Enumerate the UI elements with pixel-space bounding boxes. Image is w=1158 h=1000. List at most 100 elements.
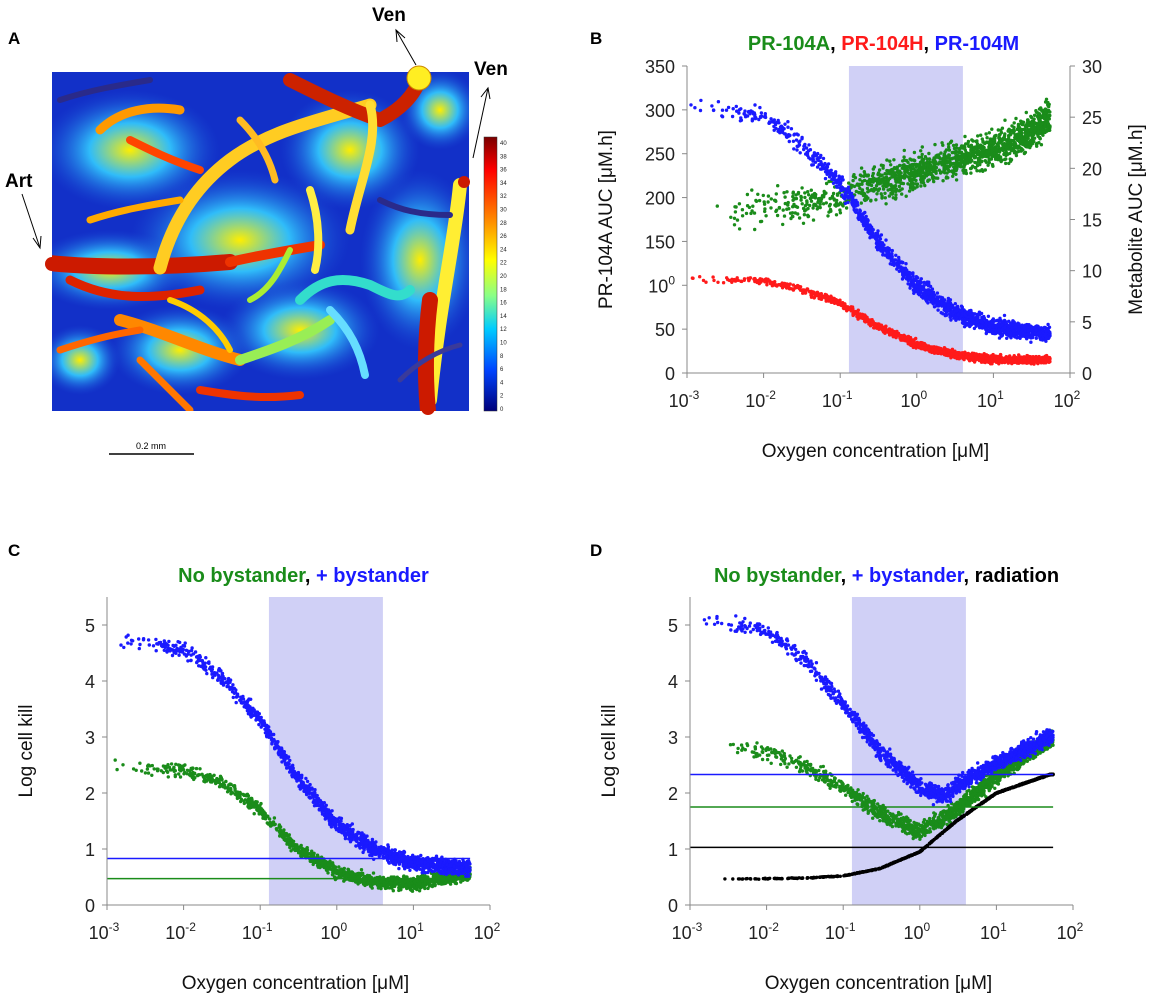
- data-point: [908, 286, 912, 290]
- data-point: [846, 185, 851, 189]
- data-point: [1044, 329, 1048, 333]
- data-point: [974, 139, 978, 144]
- data-point: [802, 147, 806, 152]
- data-point: [869, 198, 873, 202]
- data-point: [739, 116, 743, 120]
- data-point: [831, 172, 835, 176]
- data-point: [857, 183, 861, 188]
- data-point: [724, 108, 729, 112]
- data-point: [1044, 97, 1049, 102]
- data-point: [949, 318, 953, 322]
- annotation-ven-right: Ven: [474, 59, 508, 80]
- data-point: [886, 246, 890, 250]
- data-point: [1043, 107, 1048, 111]
- data-point: [1013, 335, 1017, 339]
- data-point: [954, 172, 958, 176]
- data-point: [803, 195, 807, 200]
- data-point: [936, 308, 940, 312]
- data-point: [910, 186, 915, 190]
- data-point: [946, 348, 950, 352]
- data-point: [859, 191, 864, 196]
- data-point: [860, 214, 864, 218]
- data-point: [1013, 325, 1017, 329]
- data-point: [866, 218, 870, 223]
- data-point: [963, 155, 967, 160]
- data-point: [894, 253, 898, 257]
- data-point: [987, 160, 991, 165]
- data-point: [862, 170, 866, 174]
- data-point: [978, 162, 982, 167]
- data-point: [739, 107, 743, 111]
- data-point: [992, 146, 996, 150]
- data-point: [881, 187, 886, 191]
- data-point: [1035, 123, 1039, 127]
- data-point: [1017, 327, 1021, 331]
- data-point: [922, 284, 926, 288]
- data-point: [914, 178, 918, 183]
- data-point: [720, 115, 725, 119]
- data-point: [973, 316, 978, 320]
- data-point: [1007, 136, 1011, 140]
- data-point: [971, 152, 976, 156]
- data-point: [922, 165, 927, 169]
- data-point: [777, 206, 782, 210]
- data-point: [735, 218, 740, 222]
- data-point: [778, 283, 782, 287]
- data-point: [975, 169, 979, 173]
- data-point: [1007, 161, 1011, 166]
- data-point: [883, 180, 887, 184]
- data-point: [977, 145, 982, 150]
- data-point: [704, 280, 708, 284]
- data-point: [766, 194, 771, 198]
- data-point: [964, 142, 968, 146]
- data-point: [889, 163, 893, 167]
- data-point: [932, 160, 937, 164]
- data-point: [711, 275, 715, 279]
- data-point: [939, 151, 943, 155]
- data-point: [897, 264, 901, 269]
- data-point: [783, 201, 787, 206]
- data-point: [951, 143, 956, 148]
- data-point: [815, 293, 819, 298]
- data-point: [726, 277, 730, 282]
- data-point: [972, 326, 977, 331]
- data-point: [920, 287, 925, 292]
- data-point: [751, 112, 756, 116]
- data-point: [1024, 110, 1029, 115]
- data-point: [1018, 135, 1023, 139]
- data-point: [929, 171, 933, 176]
- artery-inlet-node: [45, 257, 59, 271]
- data-point: [999, 159, 1003, 164]
- data-point: [843, 201, 848, 206]
- data-point: [841, 306, 846, 310]
- data-point: [906, 335, 911, 339]
- data-point: [803, 191, 807, 195]
- data-point: [767, 120, 772, 124]
- data-point: [909, 170, 914, 174]
- data-point: [847, 189, 852, 193]
- data-point: [920, 346, 924, 350]
- data-point: [969, 352, 973, 357]
- data-point: [1022, 359, 1027, 363]
- data-point: [947, 145, 951, 149]
- data-point: [164, 765, 169, 770]
- data-point: [811, 159, 815, 163]
- y-tick-label: 300: [645, 101, 675, 121]
- colorbar-tick-label: 20: [500, 274, 507, 280]
- data-point: [689, 103, 693, 107]
- data-point: [726, 105, 731, 110]
- data-point: [771, 119, 776, 124]
- data-point: [796, 212, 800, 216]
- data-point: [990, 149, 994, 153]
- data-point: [913, 169, 918, 174]
- data-point: [880, 177, 884, 181]
- data-point: [843, 187, 847, 191]
- data-point: [754, 198, 758, 203]
- data-point: [841, 195, 846, 200]
- data-point: [1023, 136, 1027, 141]
- data-point: [733, 205, 737, 209]
- data-point: [944, 176, 948, 180]
- data-point: [758, 105, 762, 110]
- data-point: [897, 258, 901, 262]
